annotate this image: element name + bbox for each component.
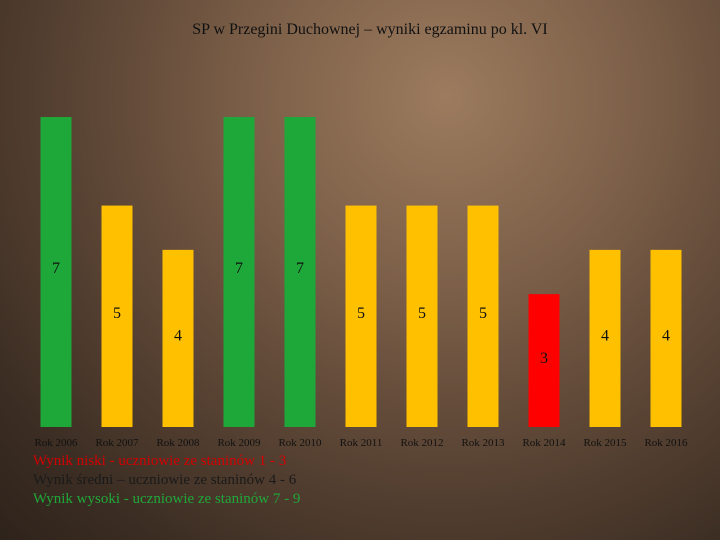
data-label: 5 — [479, 305, 487, 322]
data-label: 4 — [662, 328, 670, 345]
data-label: 4 — [601, 328, 609, 345]
bar-rok-2010 — [284, 117, 316, 427]
legend: Wynik niski - uczniowie ze staninów 1 - … — [33, 452, 300, 509]
x-tick-label: Rok 2008 — [156, 437, 200, 449]
x-tick-label: Rok 2013 — [461, 437, 505, 449]
bar-rok-2011 — [345, 205, 377, 427]
bar-rok-2009 — [223, 117, 255, 427]
x-tick-label: Rok 2006 — [34, 437, 78, 449]
bar-rok-2012 — [406, 205, 438, 427]
legend-high: Wynik wysoki - uczniowie ze staninów 7 -… — [33, 491, 301, 507]
data-label: 5 — [113, 305, 121, 322]
bar-rok-2007 — [101, 205, 133, 427]
legend-mid: Wynik średni – uczniowie ze staninów 4 -… — [33, 472, 297, 488]
x-tick-label: Rok 2009 — [217, 437, 261, 449]
x-tick-label: Rok 2016 — [644, 437, 688, 449]
data-label: 7 — [296, 260, 304, 277]
x-tick-label: Rok 2010 — [278, 437, 322, 449]
bar-rok-2015 — [589, 249, 621, 427]
bar-rok-2013 — [467, 205, 499, 427]
x-tick-label: Rok 2011 — [340, 437, 383, 449]
legend-low: Wynik niski - uczniowie ze staninów 1 - … — [33, 453, 287, 469]
bar-rok-2016 — [650, 249, 682, 427]
data-label: 5 — [418, 305, 426, 322]
bar-rok-2014 — [528, 294, 560, 427]
bar-rok-2008 — [162, 249, 194, 427]
chart-title: SP w Przegini Duchownej – wyniki egzamin… — [192, 21, 548, 38]
x-tick-label: Rok 2012 — [400, 437, 443, 449]
x-tick-label: Rok 2014 — [522, 437, 566, 449]
x-tick-label: Rok 2007 — [95, 437, 139, 449]
x-tick-label: Rok 2015 — [583, 437, 627, 449]
data-label: 3 — [540, 350, 548, 367]
data-label: 7 — [235, 260, 243, 277]
bar-rok-2006 — [40, 117, 72, 427]
data-label: 5 — [357, 305, 365, 322]
data-label: 7 — [52, 260, 60, 277]
data-label: 4 — [174, 328, 182, 345]
